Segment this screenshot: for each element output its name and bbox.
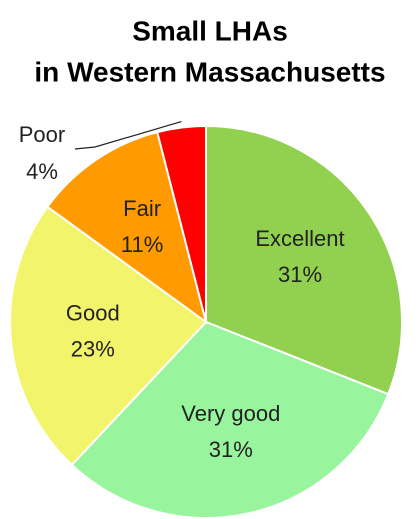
pie-slice <box>156 124 207 323</box>
pie-slice <box>205 124 403 396</box>
leader-line <box>74 120 182 150</box>
slice-label: Good <box>66 301 120 326</box>
slice-label: Very good <box>181 401 280 426</box>
chart-title: in Western Massachusetts <box>34 56 385 87</box>
slice-label: Poor <box>19 122 65 147</box>
pie-slice <box>46 130 208 325</box>
slice-value-label: 31% <box>278 262 322 287</box>
slice-label: Excellent <box>255 226 344 251</box>
chart-title: Small LHAs <box>132 15 288 46</box>
pie-slice <box>9 205 208 467</box>
slice-value-label: 4% <box>26 159 58 184</box>
slice-value-label: 11% <box>121 232 163 257</box>
pie-slice <box>70 320 390 519</box>
slice-value-label: 31% <box>209 437 253 462</box>
slice-label: Fair <box>123 196 161 221</box>
slice-value-label: 23% <box>71 337 115 362</box>
